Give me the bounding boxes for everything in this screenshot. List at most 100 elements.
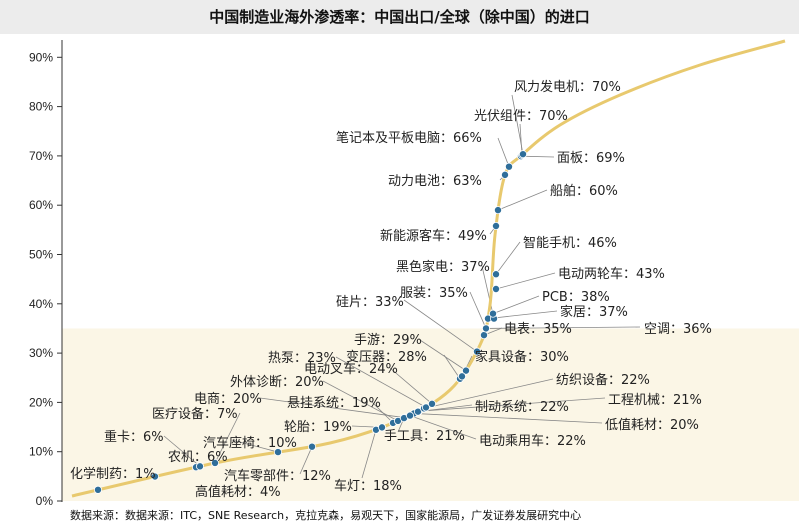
- leader-line: [495, 241, 521, 275]
- data-label: 电动叉车：24%: [304, 361, 398, 377]
- highlight-band-layer: [62, 328, 799, 501]
- leader-line: [214, 412, 241, 464]
- y-tick-label: 30%: [29, 346, 53, 360]
- data-label: 汽车零部件：12%: [224, 468, 331, 484]
- leader-line: [469, 291, 487, 329]
- data-label: 医疗设备：7%: [152, 406, 238, 422]
- y-tick-label: 50%: [29, 248, 53, 262]
- data-point: [421, 403, 430, 412]
- data-point: [307, 442, 316, 451]
- data-label: 热泵：23%: [268, 351, 336, 366]
- leader-line: [231, 439, 279, 453]
- data-label: 农机：6%: [168, 450, 228, 465]
- data-label: 化学制药：1%: [70, 466, 156, 482]
- leader-line: [413, 413, 603, 424]
- data-point: [461, 366, 470, 375]
- data-point: [500, 170, 509, 179]
- data-point: [491, 222, 500, 231]
- data-label: 制动系统：22%: [475, 400, 569, 415]
- data-label: 悬挂系统：19%: [287, 396, 381, 411]
- leader-line: [389, 367, 433, 405]
- data-label: 电商：20%: [194, 392, 262, 407]
- data-label: 低值耗材：20%: [605, 417, 699, 433]
- data-point: [504, 162, 513, 171]
- leader-line: [409, 415, 477, 440]
- data-label: 硅片：33%: [336, 295, 404, 310]
- data-point: [94, 485, 103, 494]
- data-label: 空调：36%: [644, 322, 712, 337]
- data-points: [94, 150, 528, 494]
- leader-line: [495, 272, 556, 290]
- data-label: 电动两轮车：43%: [558, 266, 665, 282]
- data-label: 汽车座椅：10%: [203, 435, 297, 451]
- data-label: 重卡：6%: [104, 429, 164, 445]
- penetration-curve: [71, 39, 786, 498]
- leader-line: [497, 137, 510, 167]
- y-tick-label: 70%: [29, 149, 53, 163]
- data-point: [491, 270, 500, 279]
- data-label: 电表：35%: [504, 322, 572, 337]
- leader-line: [403, 299, 478, 352]
- y-tick-label: 20%: [29, 395, 53, 409]
- source-note: 数据来源：数据来源：ITC，SNE Research，克拉克森，易观天下，国家能…: [70, 509, 582, 522]
- data-label: 面板：69%: [557, 151, 625, 166]
- data-point: [488, 309, 497, 318]
- y-tick-label: 10%: [29, 445, 53, 459]
- leader-line: [419, 339, 467, 371]
- leader-line: [511, 94, 524, 155]
- data-point: [479, 331, 488, 340]
- data-label: 纺织设备：22%: [556, 372, 650, 388]
- data-point: [519, 150, 528, 159]
- data-point: [413, 407, 422, 416]
- leader-line: [361, 429, 377, 479]
- title-bar: [0, 0, 799, 34]
- leader-line: [418, 397, 606, 412]
- data-label: 变压器：28%: [346, 349, 427, 365]
- y-tick-label: 90%: [29, 50, 53, 64]
- chart-title: 中国制造业海外渗透率：中国出口/全球（除中国）的进口: [209, 8, 590, 26]
- leader-line: [163, 435, 201, 467]
- leader-line: [335, 356, 427, 408]
- data-point: [493, 206, 502, 215]
- data-point: [457, 372, 466, 381]
- data-point: [481, 324, 490, 333]
- data-label: 手游：29%: [354, 333, 422, 348]
- data-labels: 化学制药：1% 高值耗材：4% 农机：6% 重卡：6% 医疗设备：7% 汽车座椅：10% 汽…: [70, 79, 712, 500]
- leader-line: [492, 295, 540, 315]
- data-point: [377, 423, 386, 432]
- data-label: 高值耗材：4%: [195, 484, 281, 500]
- data-label: 轮胎：19%: [284, 420, 352, 435]
- data-label: PCB：38%: [542, 290, 610, 305]
- data-label: 船舶：60%: [550, 183, 618, 199]
- y-tick-label: 0%: [36, 494, 54, 508]
- y-tick-label: 60%: [29, 198, 53, 212]
- data-label: 光伏组件：70%: [474, 109, 568, 124]
- data-label: 手工具：21%: [384, 429, 465, 444]
- leader-line: [322, 380, 399, 422]
- leader-line: [520, 155, 555, 158]
- data-point: [405, 411, 414, 420]
- data-label: 电动乘用车：22%: [479, 433, 586, 449]
- data-label: 智能手机：46%: [523, 236, 617, 251]
- data-label: 服装：35%: [400, 286, 468, 301]
- leader-line: [443, 354, 461, 380]
- y-tick-label: 40%: [29, 297, 53, 311]
- data-label: 家具设备：30%: [475, 349, 569, 365]
- data-label: 黑色家电：37%: [396, 259, 490, 275]
- leader-line: [259, 397, 406, 419]
- data-point: [427, 399, 436, 408]
- leader-line: [497, 189, 548, 211]
- leader-line: [299, 446, 313, 475]
- data-point: [273, 448, 282, 457]
- data-label: 风力发电机：70%: [514, 79, 621, 95]
- data-label: 外体诊断：20%: [230, 375, 324, 390]
- leader-line: [485, 326, 641, 329]
- data-label: 车灯：18%: [334, 478, 402, 494]
- data-point: [210, 458, 219, 467]
- y-axis: 0% 10% 20% 30% 40% 50% 60% 70% 80% 90%: [29, 40, 63, 508]
- data-label: 工程机械：21%: [608, 393, 702, 408]
- data-label: 笔记本及平板电脑：66%: [336, 130, 482, 146]
- data-label: 新能源客车：49%: [380, 228, 487, 244]
- data-point: [195, 462, 204, 471]
